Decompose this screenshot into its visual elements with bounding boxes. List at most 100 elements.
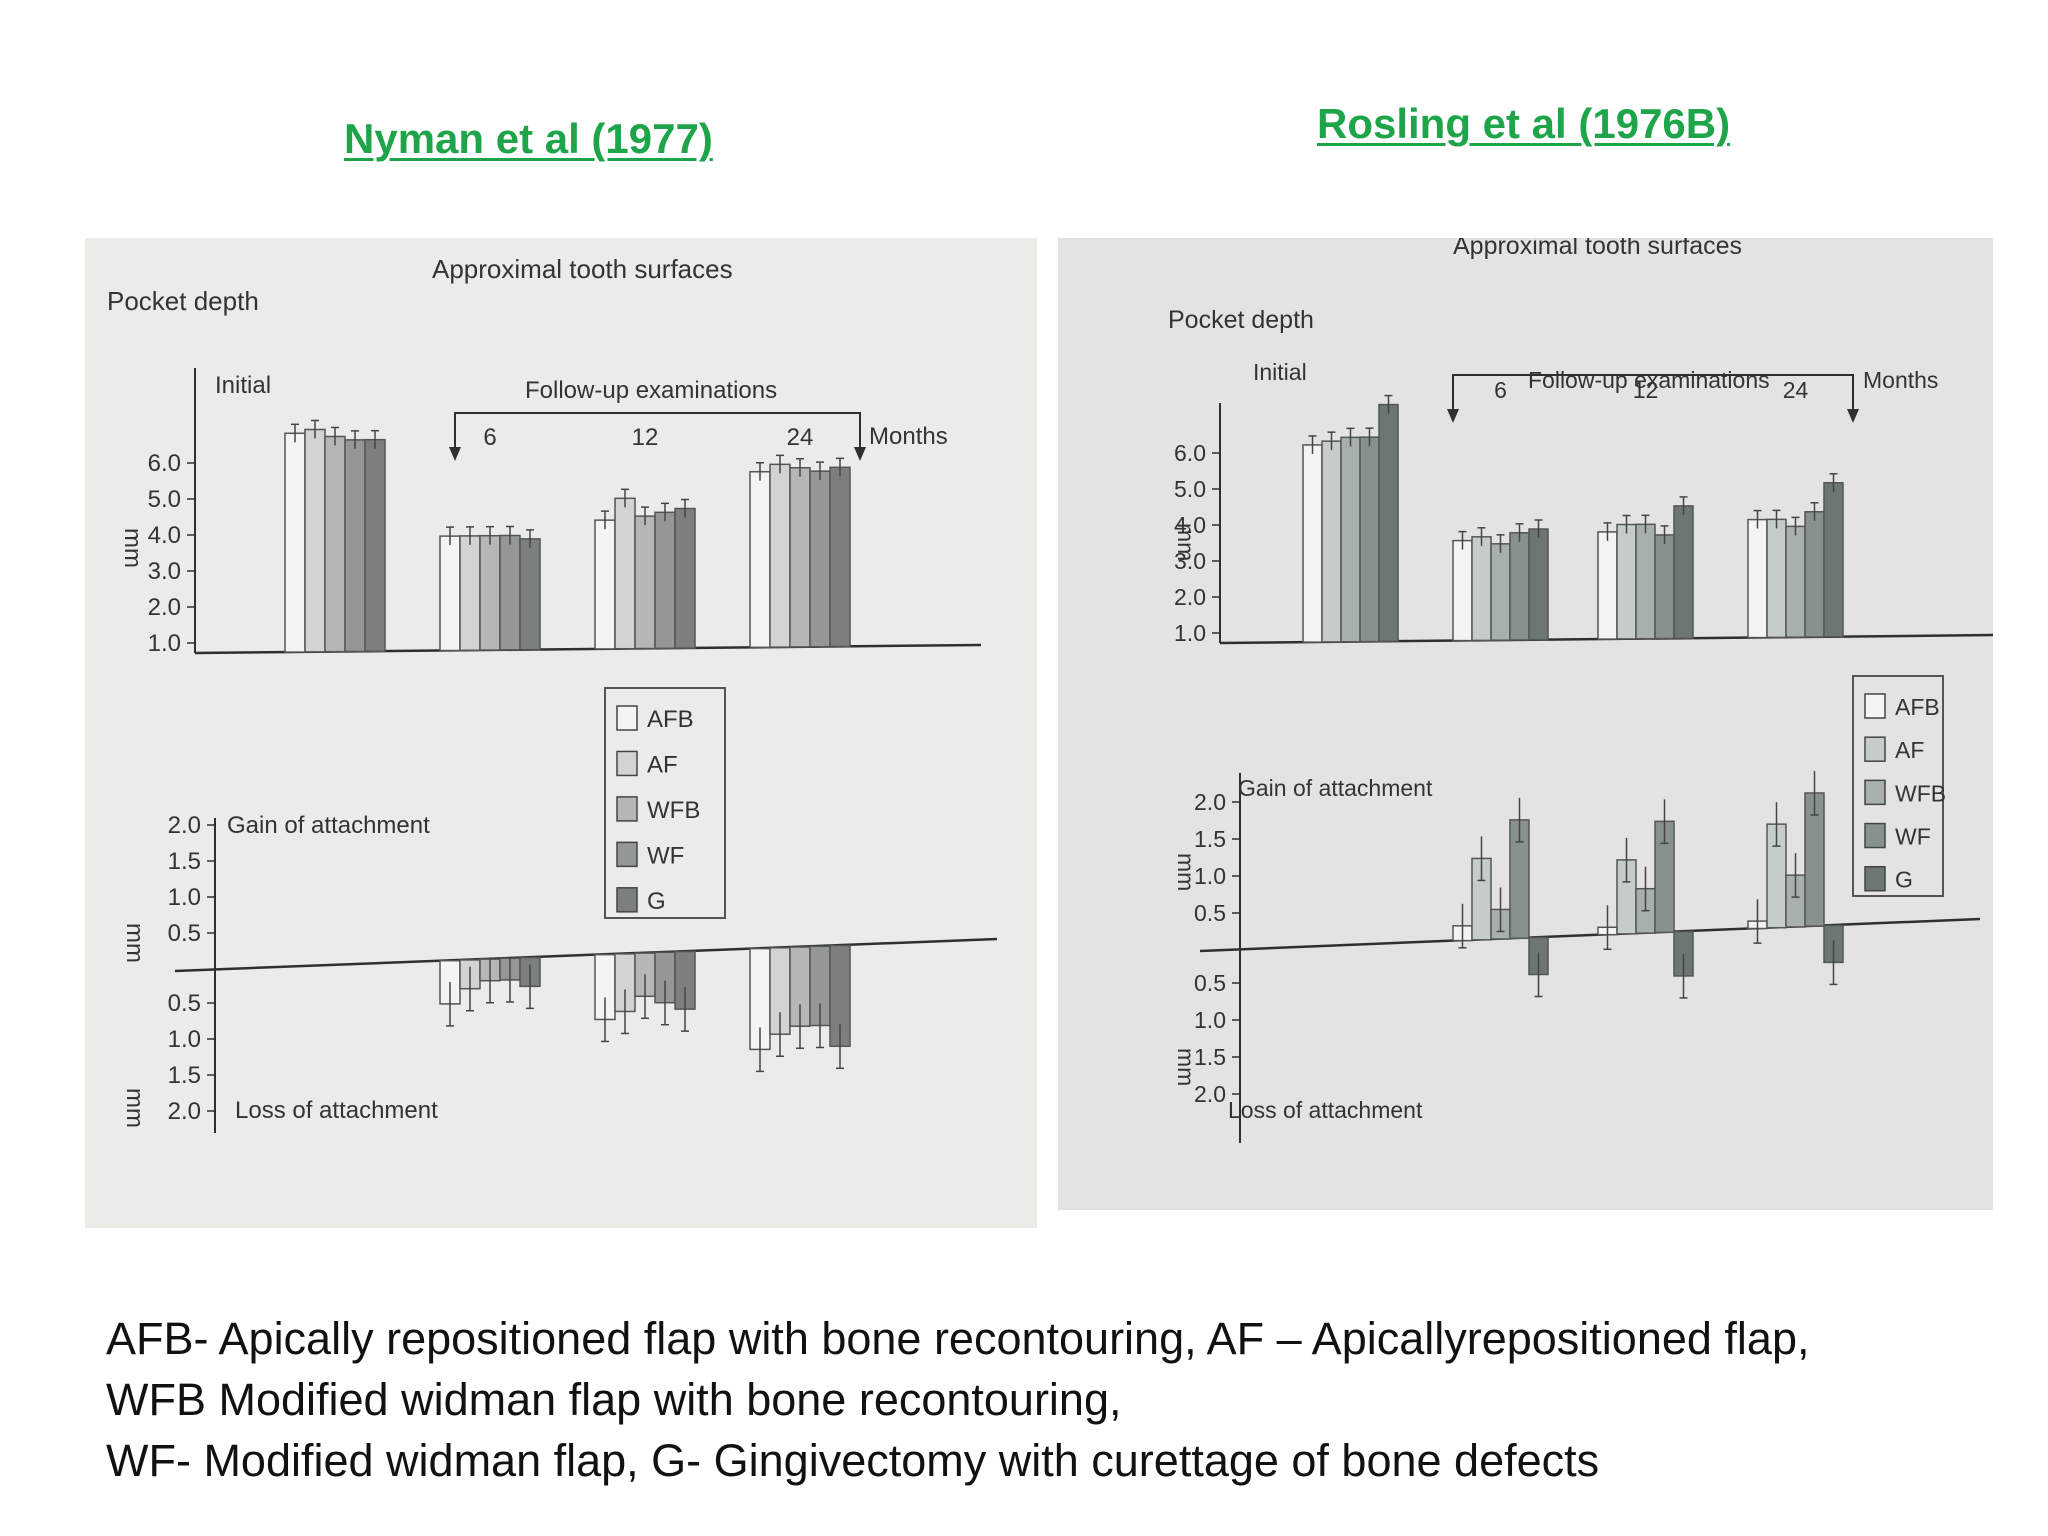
arrow-down-icon — [1847, 409, 1859, 423]
pocket-depth-bar — [1785, 525, 1806, 638]
pd-tick-label: 6.0 — [148, 450, 181, 477]
pocket-depth-bar — [829, 466, 851, 648]
pocket-depth-bar — [1359, 436, 1380, 643]
gain-tick-label: 1.0 — [1194, 863, 1226, 889]
pd-tick-label: 2.0 — [148, 594, 181, 621]
pocket-depth-bar — [1804, 511, 1825, 638]
loss-of-attachment-label: Loss of attachment — [235, 1097, 438, 1124]
pocket-depth-bar — [1509, 532, 1530, 641]
chart-photo-rosling: Pocket depth Approximal tooth surfaces mm m… — [1058, 238, 1993, 1210]
month-tick-label: 12 — [1633, 377, 1659, 403]
chart-nyman: Pocket depth Approximal tooth surfaces mm m… — [107, 254, 998, 1133]
gain-tick-label: 1.0 — [168, 884, 201, 911]
followup-label: Follow-up examinations — [525, 377, 777, 404]
pocket-depth-bar — [519, 538, 541, 651]
gain-tick-label: 0.5 — [1194, 900, 1226, 926]
loss-unit-label: mm — [121, 1088, 148, 1128]
pocket-depth-bar — [749, 471, 771, 649]
legend-swatch — [1864, 693, 1886, 719]
pocket-depth-bar — [324, 435, 346, 653]
pocket-depth-bar — [634, 515, 656, 650]
month-tick-label: 24 — [787, 424, 814, 451]
pd-tick-label: 3.0 — [148, 558, 181, 585]
pocket-depth-label: Pocket depth — [1168, 306, 1314, 334]
loss-tick-label: 1.0 — [168, 1026, 201, 1053]
pocket-depth-bar — [344, 439, 366, 653]
arrow-down-icon — [1447, 409, 1459, 423]
abbreviation-caption: AFB- Apically repositioned flap with bon… — [106, 1308, 2006, 1491]
pocket-depth-bar — [499, 534, 521, 651]
legend-swatch — [616, 796, 638, 822]
loss-tick-label: 1.0 — [1194, 1007, 1226, 1033]
loss-tick-label: 0.5 — [168, 990, 201, 1017]
loss-tick-label: 1.5 — [1194, 1044, 1226, 1070]
caption-line-3: WF- Modified widman flap, G- Gingivectom… — [106, 1435, 1600, 1486]
chart-photo-nyman: Pocket depth Approximal tooth surfaces mm m… — [85, 238, 1037, 1228]
month-tick-label: 24 — [1783, 377, 1809, 403]
gain-of-attachment-label: Gain of attachment — [227, 812, 430, 839]
gain-tick-label: 2.0 — [168, 812, 201, 839]
legend-swatch — [616, 887, 638, 913]
months-label: Months — [1863, 367, 1938, 393]
gain-tick-label: 1.5 — [168, 848, 201, 875]
pd-unit-label: mm — [119, 528, 146, 568]
pocket-depth-bar — [1635, 523, 1656, 640]
month-tick-label: 12 — [632, 424, 659, 451]
loss-tick-label: 0.5 — [1194, 970, 1226, 996]
months-label: Months — [869, 423, 948, 450]
pocket-depth-bar — [1823, 482, 1844, 638]
gain-unit-label: mm — [1173, 853, 1199, 891]
pocket-depth-bar — [1616, 523, 1637, 640]
gain-tick-label: 2.0 — [1194, 789, 1226, 815]
att-zero-line — [174, 937, 998, 973]
pocket-depth-bar — [364, 438, 386, 653]
pd-tick-label: 5.0 — [1174, 476, 1206, 502]
pocket-depth-bar — [1340, 436, 1361, 643]
loss-tick-label: 2.0 — [168, 1098, 201, 1125]
pocket-depth-bar — [1597, 531, 1618, 640]
legend-swatch — [616, 705, 638, 731]
legend-swatch — [616, 841, 638, 868]
chart-title: Approximal tooth surfaces — [432, 254, 733, 284]
pocket-depth-bar — [479, 534, 501, 651]
pd-tick-label: 4.0 — [1174, 512, 1206, 538]
att-zero-line — [1199, 917, 1981, 953]
pocket-depth-bar — [1452, 539, 1473, 642]
pocket-depth-bar — [1673, 505, 1694, 640]
legend-label: G — [647, 888, 666, 915]
legend-box — [604, 687, 726, 919]
pocket-depth-bar — [1654, 534, 1675, 640]
pocket-depth-bar — [594, 519, 616, 650]
loss-tick-label: 2.0 — [1194, 1081, 1226, 1107]
initial-label: Initial — [215, 372, 271, 399]
pocket-depth-bar — [459, 535, 481, 652]
pocket-depth-bar — [1747, 518, 1768, 639]
gain-unit-label: mm — [121, 923, 148, 963]
pocket-depth-bar — [769, 463, 791, 648]
pocket-depth-bar — [789, 466, 811, 648]
pocket-depth-bar — [304, 428, 326, 653]
pocket-depth-bar — [1766, 518, 1787, 639]
caption-line-1: AFB- Apically repositioned flap with bon… — [106, 1313, 1810, 1364]
month-tick-label: 6 — [1494, 377, 1507, 403]
month-tick-label: 6 — [483, 424, 496, 451]
legend-label: WFB — [647, 797, 700, 824]
heading-rosling: Rosling et al (1976B) — [1317, 100, 1731, 147]
arrow-down-icon — [449, 447, 461, 461]
caption-line-2: WFB Modified widman flap with bone recon… — [106, 1374, 1122, 1425]
pd-tick-label: 5.0 — [148, 486, 181, 513]
pocket-depth-bar — [1490, 543, 1511, 641]
pocket-depth-bar — [654, 511, 676, 650]
loss-of-attachment-label: Loss of attachment — [1228, 1097, 1423, 1123]
chart-title: Approximal tooth surfaces — [1453, 238, 1742, 260]
legend-label: AFB — [647, 706, 694, 733]
gain-tick-label: 0.5 — [168, 920, 201, 947]
legend-swatch — [1864, 736, 1886, 762]
chart-rosling: Pocket depth Approximal tooth surfaces mm m… — [1168, 238, 1993, 1143]
legend-label: G — [1895, 867, 1913, 893]
pd-tick-label: 1.0 — [148, 630, 181, 657]
arrow-down-icon — [854, 447, 866, 461]
pocket-depth-bar — [1321, 440, 1342, 643]
pocket-depth-bar — [674, 507, 696, 649]
pocket-depth-bar — [1302, 444, 1323, 643]
